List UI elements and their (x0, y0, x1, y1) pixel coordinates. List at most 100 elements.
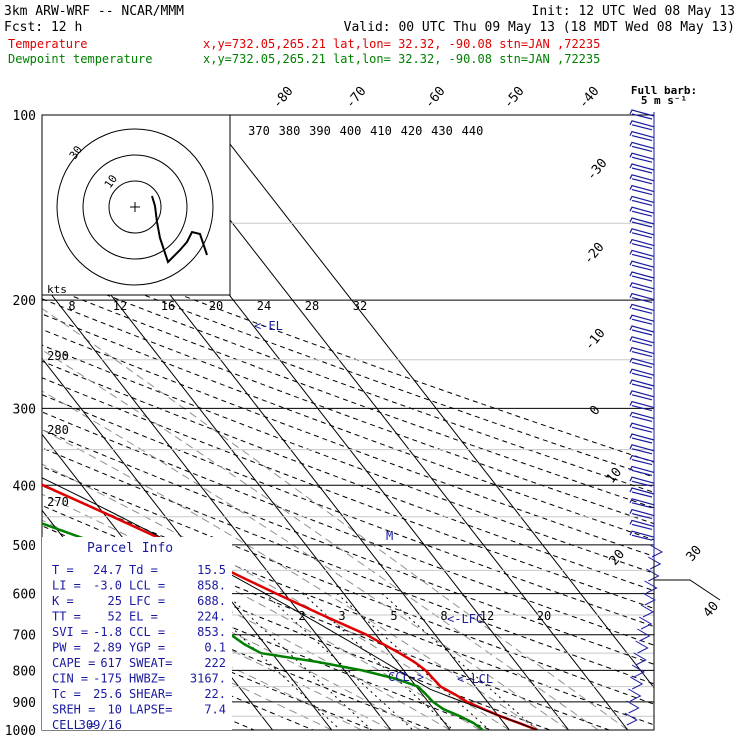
hodograph-speed-tick: 8 (68, 299, 75, 313)
hodograph-speed-tick: 20 (209, 299, 223, 313)
hodograph-frame (41, 114, 231, 296)
theta-label: 370 (248, 124, 270, 138)
wind-barb-flag (631, 275, 653, 282)
wind-barb (629, 109, 655, 117)
wind-barb (629, 454, 655, 463)
hodograph-speed-tick: 28 (305, 299, 319, 313)
wind-barb-low (631, 664, 646, 678)
mixing-ratio-label: 20 (537, 609, 551, 623)
wind-barb-low (644, 580, 658, 594)
wind-barb (629, 476, 655, 484)
wind-barb (629, 508, 655, 517)
el-label: <-EL (254, 319, 283, 333)
mixing-ratio-label: 12 (480, 609, 494, 623)
parcel-row-right-value: 688. (197, 594, 226, 608)
dewpoint-profile-point (316, 661, 319, 663)
wind-barb-flag (631, 459, 653, 466)
moist-adiabat (42, 390, 569, 730)
wind-barb (629, 217, 655, 225)
parcel-row-right-value: 853. (197, 625, 226, 639)
parcel-path (42, 477, 538, 730)
isotherm-label: 30 (684, 543, 706, 565)
parcel-row-left-label: T = (52, 563, 74, 577)
wind-barb (629, 465, 655, 473)
temperature-profile-point (454, 693, 456, 696)
dewpoint-profile-point (432, 701, 434, 703)
wind-barb-flag (631, 178, 653, 185)
forecast-hour: Fcst: 12 h (4, 20, 82, 35)
wind-barb-flag (631, 210, 653, 217)
isotherm (42, 281, 392, 730)
parcel-row-left-value: 617 (100, 656, 122, 670)
wind-barb (629, 303, 655, 311)
wind-barb (629, 130, 655, 139)
dewpoint-profile-point (473, 722, 475, 724)
hodograph: 10 30 kts (41, 114, 231, 296)
dewpoint-profile-point (260, 652, 263, 654)
parcel-info-box: Parcel Info T = 24.7 Td = 15.5 LI = -3.0 LCL =… (42, 537, 232, 732)
wind-barb (629, 519, 655, 527)
theta-label: 440 (462, 124, 484, 138)
isotherm-label: 0 (587, 403, 604, 419)
lcl-label: <-LCL (457, 672, 493, 686)
mixing-ratio-label: 2 (298, 609, 305, 623)
parcel-row-left-value: 25.6 (93, 687, 122, 701)
parcel-row-right-value: 15.5 (197, 563, 226, 577)
hodograph-trace (151, 195, 208, 264)
parcel-row-right-value: 3167. (190, 672, 226, 686)
barb-legend-value: 5 m s⁻¹ (641, 94, 687, 107)
wind-barb-flag (631, 135, 653, 142)
wind-barb-flag (631, 113, 653, 120)
wind-barb (629, 336, 655, 344)
wind-barb-flag (631, 502, 653, 509)
wind-barb (629, 357, 655, 365)
model-title: 3km ARW-WRF -- NCAR/MMM (4, 4, 184, 19)
wind-barb-flag (631, 318, 653, 325)
barb-legend-title: Full barb: (631, 84, 697, 97)
wind-barb-flag (631, 405, 653, 412)
parcel-row-right-value: 858. (197, 579, 226, 593)
wind-barb-low (624, 712, 638, 726)
wind-barb-low (637, 628, 651, 642)
hodograph-speed-tick: 16 (161, 299, 175, 313)
theta-e-label: 270 (47, 495, 69, 509)
wind-barb (629, 498, 655, 506)
temperature-profile-point (275, 592, 278, 595)
lfc-label: <-LFC (447, 612, 483, 626)
dewpoint-profile-point (459, 715, 462, 718)
profiles (42, 477, 538, 730)
isotherm-label: -10 (582, 326, 609, 354)
parcel-row-left-value: 309/16 (79, 718, 122, 732)
parcel-info-bg (42, 537, 232, 730)
hodograph-ring-middle (82, 154, 188, 260)
wind-barb-flag (631, 145, 653, 152)
init-time: Init: 12 UTC Wed 08 May 13 (532, 4, 736, 19)
wind-barb (629, 238, 655, 247)
parcel-row-right-label: CCL = (129, 625, 165, 639)
isotherm-label: 10 (604, 465, 626, 487)
wind-barb (629, 152, 655, 160)
temperature-profile (42, 483, 538, 730)
isotherm-label: -30 (584, 156, 611, 184)
legend-dewpoint: Dewpoint temperature (8, 52, 153, 66)
wind-barb-low (635, 640, 649, 654)
parcel-row-left-value: 10 (108, 703, 122, 717)
wind-barb-low (633, 652, 647, 666)
theta-label: 400 (340, 124, 362, 138)
temperature-profile-point (398, 652, 401, 654)
isotherm-label: 40 (701, 599, 723, 621)
temperature-profile-point (432, 677, 435, 680)
dewpoint-profile-point (425, 693, 427, 696)
pressure-tick-label: 600 (13, 588, 36, 603)
parcel-row-left-value: -1.8 (93, 625, 122, 639)
wind-barb-flag (631, 437, 653, 444)
wind-barb-low (646, 568, 660, 582)
parcel-row-right-label: EL = (129, 610, 158, 624)
parcel-row-right-value: 7.4 (204, 703, 226, 717)
wind-barb-flag (631, 253, 653, 260)
theta-label: 430 (431, 124, 453, 138)
pressure-tick-label: 800 (13, 664, 36, 679)
theta-label: 420 (401, 124, 423, 138)
dewpoint-profile-point (243, 643, 245, 645)
